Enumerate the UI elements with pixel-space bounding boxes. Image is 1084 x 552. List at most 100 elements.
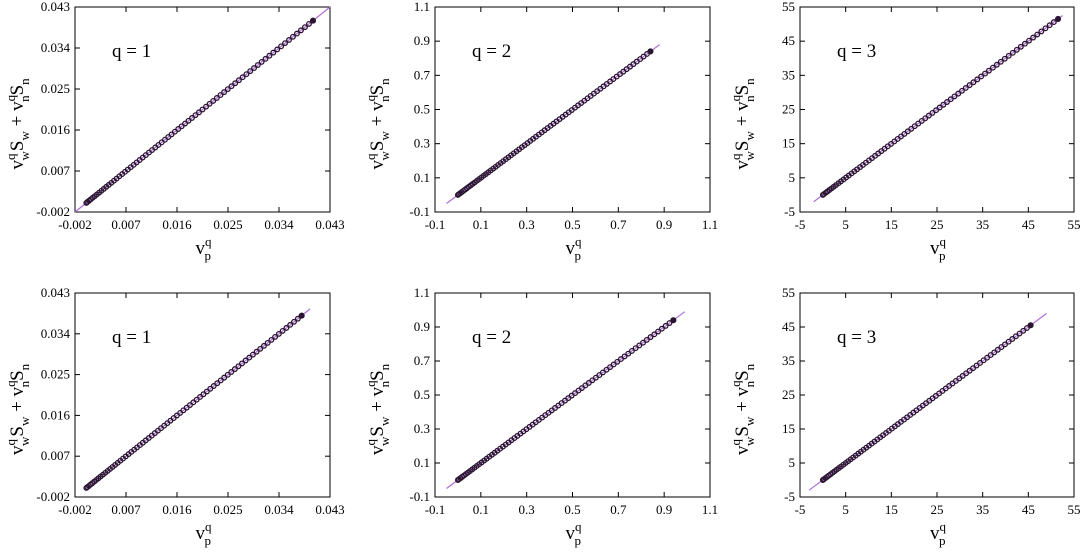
data-point	[182, 120, 189, 127]
data-point	[647, 334, 654, 341]
data-point	[283, 324, 290, 331]
data-point	[294, 315, 301, 322]
data-point	[632, 345, 639, 352]
data-point	[247, 68, 254, 75]
y-tick-label: 0.5	[414, 387, 430, 402]
data-point	[610, 361, 617, 368]
y-tick-label: 0.9	[414, 33, 430, 48]
y-tick-label: 0.007	[41, 448, 71, 463]
plot-frame	[74, 292, 331, 498]
x-tick-label: -0.002	[58, 217, 92, 232]
q-label: q = 1	[112, 41, 151, 62]
x-tick-label: 1.1	[702, 502, 718, 517]
data-point	[628, 347, 635, 354]
y-tick-label: 15	[782, 421, 795, 436]
data-point	[262, 55, 269, 62]
data-point	[970, 79, 977, 86]
y-tick-label: 0.1	[414, 170, 430, 185]
data-point	[1012, 333, 1019, 340]
x-tick-label: 0.016	[162, 217, 192, 232]
data-point	[651, 331, 658, 338]
data-point	[607, 364, 614, 371]
data-point	[278, 43, 285, 50]
x-tick-label: -0.1	[425, 217, 446, 232]
x-axis-label: vq p	[566, 519, 583, 548]
data-point	[1027, 322, 1034, 329]
data-point	[655, 328, 662, 335]
y-tick-label: -0.002	[36, 204, 70, 219]
data-point	[270, 49, 277, 56]
data-point	[1038, 28, 1045, 35]
y-tick-label: 1.1	[414, 0, 430, 14]
data-point	[997, 58, 1004, 65]
data-point	[239, 74, 246, 81]
data-point	[286, 37, 292, 43]
data-point	[221, 89, 228, 96]
data-point	[231, 366, 238, 373]
chart-panel-4: -0.002-0.002 0.007 0.007 0.016 0.016 0.025 0.0…	[3, 285, 345, 548]
y-tick-label: 0.025	[41, 81, 70, 96]
x-tick-label: 55	[1068, 502, 1081, 517]
y-axis-label: vqwSw + vqnSn	[728, 78, 757, 170]
x-tick-label: -5	[795, 502, 806, 517]
data-point	[959, 87, 965, 94]
data-point	[1021, 40, 1028, 47]
x-tick-label: 0.043	[315, 217, 344, 232]
data-point	[1017, 43, 1024, 50]
y-axis-label: vqwSw + vqnSn	[3, 363, 32, 455]
y-tick-label: 0.043	[41, 0, 70, 14]
data-point	[625, 350, 632, 357]
data-point	[989, 64, 996, 71]
data-point	[1005, 338, 1012, 345]
y-tick-label: 5	[789, 455, 796, 470]
y-tick-label: 0.3	[414, 421, 430, 436]
data-point	[944, 99, 950, 105]
y-tick-label: 0.7	[414, 353, 431, 368]
x-tick-label: 5	[842, 502, 849, 517]
x-tick-label: 35	[976, 502, 989, 517]
data-point	[185, 117, 192, 124]
x-tick-label: 55	[1068, 217, 1081, 232]
x-tick-label: -0.1	[425, 502, 446, 517]
data-point	[289, 33, 296, 40]
y-tick-label: 0.034	[41, 40, 71, 55]
data-point	[243, 71, 250, 78]
data-point	[643, 336, 650, 343]
data-point	[235, 363, 242, 370]
data-point	[217, 377, 224, 384]
data-point	[310, 17, 316, 24]
y-tick-label: 35	[782, 353, 795, 368]
data-point	[203, 103, 209, 110]
data-point	[1055, 15, 1062, 22]
data-point	[1046, 22, 1053, 29]
data-point	[206, 100, 213, 107]
data-point	[242, 357, 249, 364]
data-point	[666, 320, 673, 326]
y-tick-label: 45	[782, 33, 795, 48]
data-point	[232, 80, 239, 87]
data-point	[1009, 49, 1016, 56]
q-label: q = 3	[837, 41, 876, 62]
data-point	[221, 374, 228, 381]
data-point	[947, 96, 954, 103]
data-point	[239, 360, 245, 367]
data-point	[297, 27, 304, 34]
data-point	[195, 109, 202, 116]
data-point	[228, 83, 235, 90]
data-point	[658, 325, 665, 332]
data-point	[922, 115, 929, 122]
y-tick-label: 0.9	[414, 319, 430, 334]
data-point	[962, 85, 969, 91]
data-point	[275, 330, 282, 337]
y-tick-label: -0.1	[409, 489, 430, 504]
y-tick-label: 25	[782, 102, 795, 117]
data-point	[287, 321, 294, 328]
data-point	[991, 349, 998, 356]
data-point	[936, 104, 943, 111]
data-point	[291, 318, 297, 325]
x-tick-label: 1.1	[702, 217, 718, 232]
data-point	[306, 20, 312, 27]
x-tick-label: 0.034	[264, 217, 294, 232]
data-point	[662, 322, 669, 329]
